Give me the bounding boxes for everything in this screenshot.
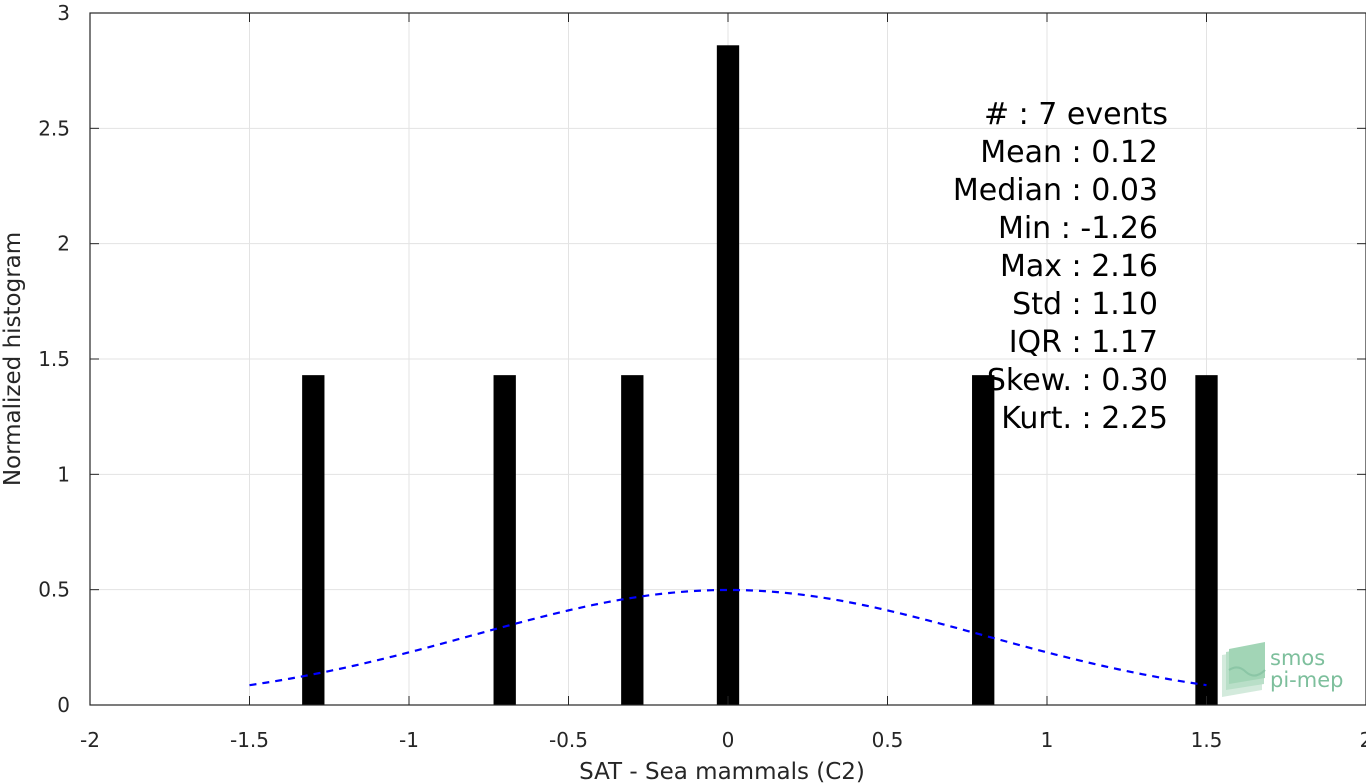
histogram-bar [302, 375, 325, 705]
x-tick-label: -0.5 [549, 728, 588, 752]
y-tick-label: 1.5 [38, 347, 70, 371]
y-tick-label: 0 [57, 693, 70, 717]
histogram-bar [621, 375, 644, 705]
y-axis-label: Normalized histogram [0, 232, 26, 486]
x-tick-label: 0 [722, 728, 735, 752]
y-tick-labels: 0 0.5 1 1.5 2 2.5 3 [38, 1, 70, 717]
stat-median: Median : 0.03 [953, 173, 1158, 208]
axis-ticks [89, 12, 1366, 706]
logo-text-smos: smos [1270, 646, 1325, 670]
x-axis-label: SAT - Sea mammals (C2) [579, 759, 865, 784]
x-tick-label: -1 [399, 728, 419, 752]
stat-min: Min : -1.26 [998, 211, 1158, 246]
y-tick-label: 2 [57, 232, 70, 256]
stat-kurt: Kurt. : 2.25 [1001, 401, 1168, 436]
smos-pimep-logo: smos pi-mep [1222, 642, 1343, 697]
stat-mean: Mean : 0.12 [980, 135, 1158, 170]
histogram-bar [493, 375, 516, 705]
stat-skew: Skew. : 0.30 [987, 363, 1168, 398]
x-tick-labels: -2 -1.5 -1 -0.5 0 0.5 1 1.5 2 [80, 728, 1366, 752]
stats-annotation: # : 7 events Mean : 0.12 Median : 0.03 M… [953, 97, 1168, 436]
histogram-bar [716, 45, 740, 705]
y-tick-label: 0.5 [38, 578, 70, 602]
stat-std: Std : 1.10 [1012, 287, 1158, 322]
y-tick-label: 2.5 [38, 116, 70, 140]
normal-fit-curve [249, 588, 1207, 687]
y-tick-label: 3 [57, 1, 70, 25]
stat-iqr: IQR : 1.17 [1009, 325, 1158, 360]
histogram-bar [1195, 375, 1218, 705]
x-tick-label: 1.5 [1191, 728, 1223, 752]
stat-max: Max : 2.16 [1000, 249, 1158, 284]
stat-count: # : 7 events [984, 97, 1168, 132]
x-tick-label: 0.5 [872, 728, 904, 752]
y-tick-label: 1 [57, 462, 70, 486]
x-tick-label: -1.5 [230, 728, 269, 752]
logo-text-pimep: pi-mep [1270, 668, 1343, 692]
x-tick-label: 2 [1360, 728, 1366, 752]
x-tick-label: 1 [1041, 728, 1054, 752]
x-tick-label: -2 [80, 728, 100, 752]
histogram-bars [302, 45, 1218, 705]
logo-mark-icon [1222, 642, 1266, 697]
histogram-bar [972, 375, 995, 705]
